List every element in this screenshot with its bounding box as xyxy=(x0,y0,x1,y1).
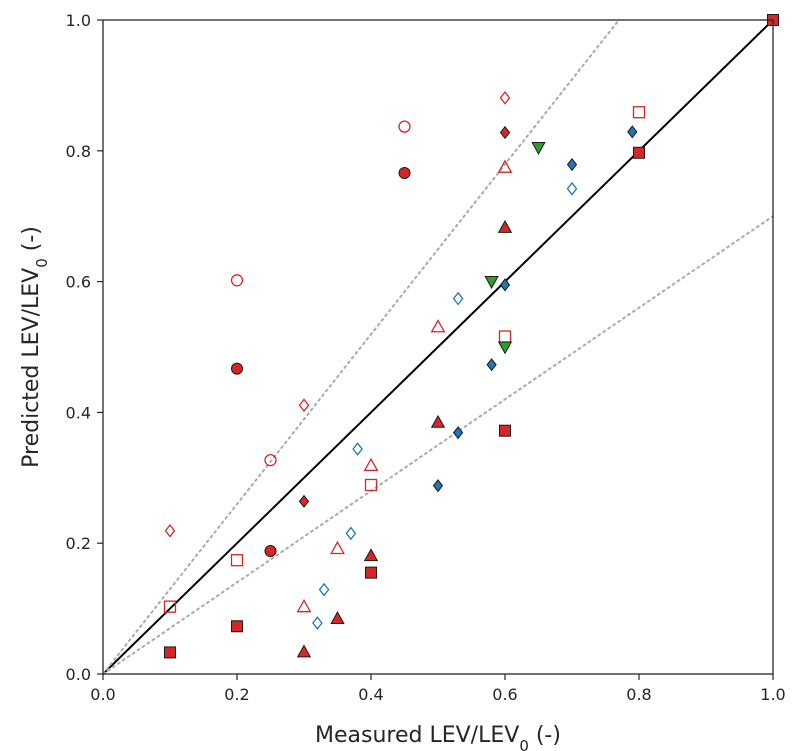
y-tick-label: 0.8 xyxy=(66,142,91,161)
filled-red-circle-marker xyxy=(264,545,277,558)
x-tick-label: 0.8 xyxy=(626,685,651,704)
filled-red-square-marker xyxy=(499,424,511,437)
filled-blue-diamond-marker xyxy=(499,278,511,292)
x-axis-title: Measured LEV/LEV0 (-) xyxy=(315,723,561,751)
filled-red-triangle-up-marker xyxy=(497,219,513,233)
open-red-triangle-up-marker xyxy=(363,457,379,472)
open-red-triangle-up-marker xyxy=(430,319,446,333)
open-blue-diamond-marker xyxy=(352,442,363,456)
open-blue-diamond-marker xyxy=(318,582,330,597)
open-red-circle-marker xyxy=(398,120,411,133)
open-red-square-marker xyxy=(364,478,378,492)
lower-bound-line xyxy=(103,215,773,674)
y-tick-label: 1.0 xyxy=(66,11,91,30)
filled-blue-diamond-marker xyxy=(432,479,444,493)
filled-red-triangle-up-marker xyxy=(296,644,312,658)
filled-green-triangle-down-marker xyxy=(531,141,546,155)
x-tick-label: 1.0 xyxy=(760,685,785,704)
open-red-square-marker xyxy=(632,106,646,119)
filled-green-triangle-down-marker xyxy=(497,341,513,355)
open-blue-diamond-marker xyxy=(312,616,323,630)
filled-red-circle-marker xyxy=(231,362,243,375)
filled-red-square-marker xyxy=(231,620,243,633)
open-blue-diamond-marker xyxy=(452,291,464,306)
filled-red-triangle-up-marker xyxy=(330,611,345,624)
filled-red-diamond-marker xyxy=(499,125,511,140)
open-red-triangle-up-marker xyxy=(497,159,513,173)
open-red-diamond-marker xyxy=(164,523,176,538)
filled-red-square-marker xyxy=(633,146,645,159)
filled-red-circle-marker xyxy=(398,167,411,180)
filled-blue-diamond-marker xyxy=(486,358,497,372)
x-tick-label: 0.6 xyxy=(492,685,517,704)
open-red-triangle-up-marker xyxy=(296,598,312,613)
y-axis-title: Predicted LEV/LEV0 (-) xyxy=(19,226,51,468)
open-red-diamond-marker xyxy=(298,398,310,413)
y-axis: 0.0 0.2 0.4 0.6 0.8 1.0 xyxy=(66,11,103,684)
filled-blue-diamond-marker xyxy=(627,125,638,139)
y-tick-label: 0.4 xyxy=(66,403,91,422)
filled-red-square-marker xyxy=(164,646,176,659)
filled-blue-diamond-marker xyxy=(452,426,464,440)
open-red-square-marker xyxy=(163,600,177,613)
open-blue-diamond-marker xyxy=(566,181,578,196)
x-tick-label: 0.0 xyxy=(90,685,115,704)
open-red-square-marker xyxy=(498,330,512,343)
identity-line xyxy=(103,20,773,674)
x-axis: 0.0 0.2 0.4 0.6 0.8 1.0 xyxy=(90,674,786,704)
open-red-diamond-marker xyxy=(499,90,511,105)
filled-blue-diamond-marker xyxy=(566,157,578,172)
upper-bound-line xyxy=(103,20,620,674)
open-blue-diamond-marker xyxy=(345,526,357,541)
filled-green-triangle-down-marker xyxy=(484,276,499,289)
y-tick-label: 0.2 xyxy=(66,534,91,553)
filled-red-square-marker xyxy=(365,566,377,579)
filled-red-triangle-up-marker xyxy=(430,414,446,428)
reference-lines xyxy=(103,20,773,674)
open-red-square-marker xyxy=(230,554,244,567)
open-red-triangle-up-marker xyxy=(330,540,345,555)
x-tick-label: 0.2 xyxy=(224,685,249,704)
filled-red-triangle-up-marker xyxy=(363,548,379,562)
x-tick-label: 0.4 xyxy=(358,685,383,704)
open-red-circle-marker xyxy=(230,274,244,287)
filled-red-diamond-marker xyxy=(298,494,310,508)
open-red-circle-marker xyxy=(264,453,277,467)
plot-frame xyxy=(102,19,774,675)
y-tick-label: 0.0 xyxy=(66,665,91,684)
y-tick-label: 0.6 xyxy=(66,273,91,292)
data-markers xyxy=(163,14,779,659)
